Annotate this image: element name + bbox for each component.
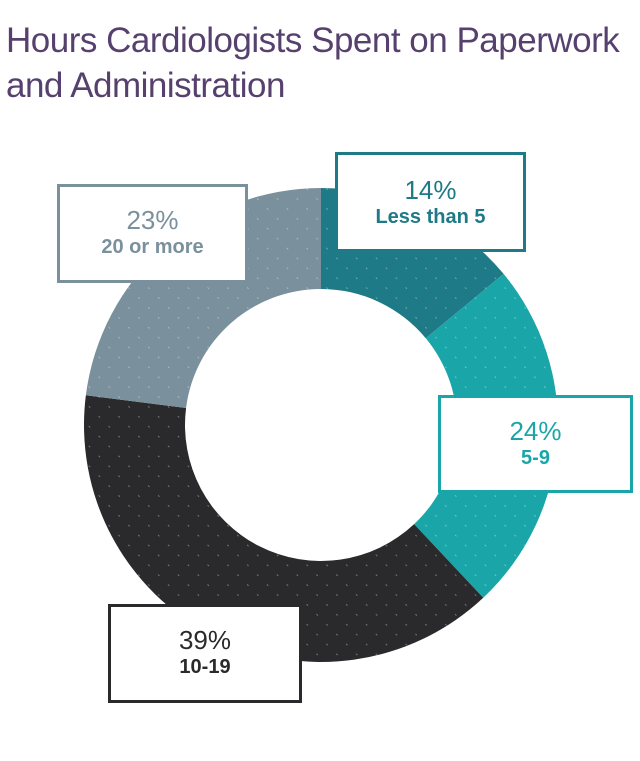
- slice-category-label: 5-9: [521, 447, 550, 469]
- donut-slice-texture-20-or-more: [85, 188, 322, 408]
- donut-slice-texture-10-19: [83, 395, 484, 663]
- slice-category-label: Less than 5: [375, 206, 486, 228]
- slice-label-20-or-more: 23% 20 or more: [57, 184, 248, 283]
- slice-category-label: 20 or more: [101, 236, 204, 258]
- slice-label-5-9: 24% 5-9: [438, 395, 633, 493]
- chart-title: Hours Cardiologists Spent on Paperwork a…: [6, 21, 620, 105]
- slice-value-label: 39%: [178, 625, 232, 655]
- slice-value-label: 14%: [404, 175, 457, 205]
- slice-value-label: 24%: [509, 416, 562, 446]
- slice-value-label: 23%: [126, 205, 179, 235]
- slice-label-10-19: 39% 10-19: [108, 604, 302, 703]
- slice-category-label: 10-19: [179, 656, 231, 678]
- slice-label-less-than-5: 14% Less than 5: [335, 152, 526, 252]
